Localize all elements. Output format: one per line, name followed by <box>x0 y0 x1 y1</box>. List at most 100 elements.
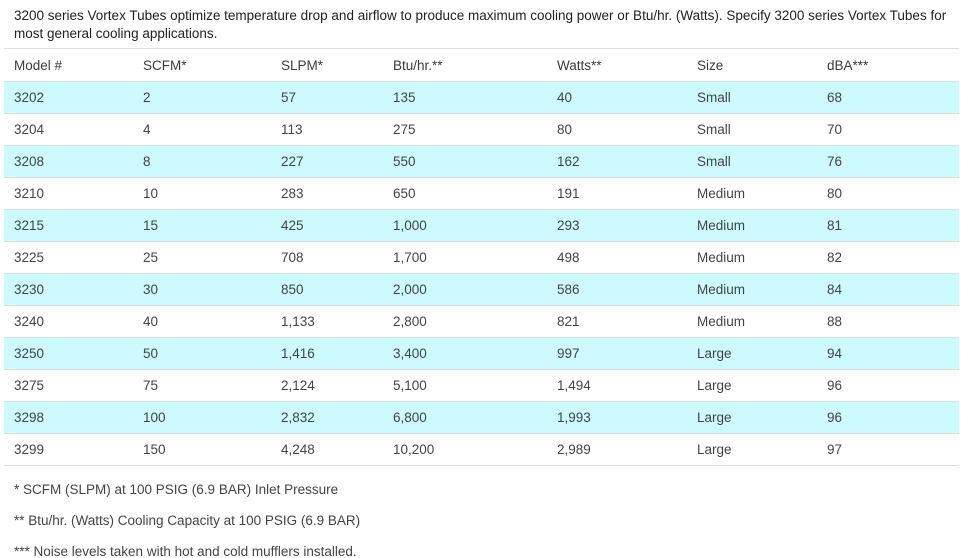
table-cell: 15 <box>133 209 271 242</box>
table-cell: Small <box>687 145 817 178</box>
table-cell: 283 <box>271 177 383 210</box>
table-row: 3275 75 2,124 5,100 1,494 Large 96 <box>4 369 959 402</box>
table-cell: 1,000 <box>383 209 547 242</box>
table-cell: 30 <box>133 273 271 306</box>
table-cell: 191 <box>547 177 687 210</box>
table-row: 3202 2 57 135 40 Small 68 <box>4 81 959 114</box>
table-cell: 498 <box>547 241 687 274</box>
table-cell: Small <box>687 81 817 114</box>
table-cell: Medium <box>687 305 817 338</box>
table-row: 3299 150 4,248 10,200 2,989 Large 97 <box>4 433 959 466</box>
table-cell: 40 <box>133 305 271 338</box>
table-row: 3240 40 1,133 2,800 821 Medium 88 <box>4 305 959 338</box>
table-cell: Small <box>687 113 817 146</box>
table-row: 3225 25 708 1,700 498 Medium 82 <box>4 241 959 274</box>
table-row: 3250 50 1,416 3,400 997 Large 94 <box>4 337 959 370</box>
table-cell: 708 <box>271 241 383 274</box>
table-cell: 3240 <box>4 305 133 338</box>
table-header: Model # SCFM* SLPM* Btu/hr.** Watts** Size dBA… <box>4 48 959 82</box>
column-header: Btu/hr.** <box>383 48 547 82</box>
footnote: * SCFM (SLPM) at 100 PSIG (6.9 BAR) Inle… <box>14 482 339 497</box>
table-cell: Medium <box>687 273 817 306</box>
table-cell: 6,800 <box>383 401 547 434</box>
table-cell: 275 <box>383 113 547 146</box>
table-cell: 3298 <box>4 401 133 434</box>
table-cell: 1,700 <box>383 241 547 274</box>
table-cell: 150 <box>133 433 271 466</box>
table-cell: 3230 <box>4 273 133 306</box>
table-cell: 40 <box>547 81 687 114</box>
intro-text: 3200 series Vortex Tubes optimize temper… <box>14 8 947 41</box>
table-cell: 96 <box>817 369 959 402</box>
table-cell: 25 <box>133 241 271 274</box>
table-cell: 97 <box>817 433 959 466</box>
table-cell: 2,800 <box>383 305 547 338</box>
table-cell: 850 <box>271 273 383 306</box>
table-cell: 2,124 <box>271 369 383 402</box>
table-cell: 70 <box>817 113 959 146</box>
table-row: 3210 10 283 650 191 Medium 80 <box>4 177 959 210</box>
table-cell: 135 <box>383 81 547 114</box>
table-cell: Medium <box>687 177 817 210</box>
table-cell: 227 <box>271 145 383 178</box>
table-cell: 3208 <box>4 145 133 178</box>
table-cell: 4 <box>133 113 271 146</box>
table-cell: 81 <box>817 209 959 242</box>
table-cell: 3250 <box>4 337 133 370</box>
table-cell: 68 <box>817 81 959 114</box>
table-cell: 821 <box>547 305 687 338</box>
table-cell: 3204 <box>4 113 133 146</box>
table-row: 3204 4 113 275 80 Small 70 <box>4 113 959 146</box>
table-cell: 84 <box>817 273 959 306</box>
table-cell: 113 <box>271 113 383 146</box>
column-header: SLPM* <box>271 48 383 82</box>
column-header: SCFM* <box>133 48 271 82</box>
table-cell: 94 <box>817 337 959 370</box>
column-header: Model # <box>4 48 133 82</box>
table-cell: 75 <box>133 369 271 402</box>
table-cell: 3225 <box>4 241 133 274</box>
table-row: 3298 100 2,832 6,800 1,993 Large 96 <box>4 401 959 434</box>
table-cell: 425 <box>271 209 383 242</box>
table-cell: 10 <box>133 177 271 210</box>
table-cell: 76 <box>817 145 959 178</box>
table-cell: 10,200 <box>383 433 547 466</box>
table-cell: 1,133 <box>271 305 383 338</box>
table-cell: 3215 <box>4 209 133 242</box>
table-cell: 2,989 <box>547 433 687 466</box>
table-cell: 1,416 <box>271 337 383 370</box>
table-cell: Medium <box>687 241 817 274</box>
table-cell: 88 <box>817 305 959 338</box>
table-cell: 96 <box>817 401 959 434</box>
header-row: Model # SCFM* SLPM* Btu/hr.** Watts** Size dBA… <box>4 48 959 82</box>
table-cell: Large <box>687 433 817 466</box>
table-cell: 3299 <box>4 433 133 466</box>
table-cell: 550 <box>383 145 547 178</box>
column-header: dBA*** <box>817 48 959 82</box>
table-row: 3208 8 227 550 162 Small 76 <box>4 145 959 178</box>
spec-table: Model # SCFM* SLPM* Btu/hr.** Watts** Size dBA… <box>4 48 959 466</box>
table-cell: 1,993 <box>547 401 687 434</box>
table-cell: 162 <box>547 145 687 178</box>
table-cell: 586 <box>547 273 687 306</box>
table-row: 3215 15 425 1,000 293 Medium 81 <box>4 209 959 242</box>
table-cell: 80 <box>547 113 687 146</box>
table-cell: 293 <box>547 209 687 242</box>
table-row: 3230 30 850 2,000 586 Medium 84 <box>4 273 959 306</box>
table-cell: 2,832 <box>271 401 383 434</box>
table-body: 3202 2 57 135 40 Small 68 3204 4 113 275 80 Small 70 3… <box>4 81 959 466</box>
column-header: Watts** <box>547 48 687 82</box>
table-cell: 3210 <box>4 177 133 210</box>
table-cell: 2 <box>133 81 271 114</box>
table-cell: 3275 <box>4 369 133 402</box>
table-cell: 8 <box>133 145 271 178</box>
table-cell: 3202 <box>4 81 133 114</box>
table-cell: 5,100 <box>383 369 547 402</box>
footnote: *** Noise levels taken with hot and cold… <box>14 544 357 558</box>
column-header: Size <box>687 48 817 82</box>
table-cell: 1,494 <box>547 369 687 402</box>
table-cell: 2,000 <box>383 273 547 306</box>
table-cell: Large <box>687 401 817 434</box>
footnote: ** Btu/hr. (Watts) Cooling Capacity at 1… <box>14 513 361 528</box>
table-cell: Large <box>687 369 817 402</box>
